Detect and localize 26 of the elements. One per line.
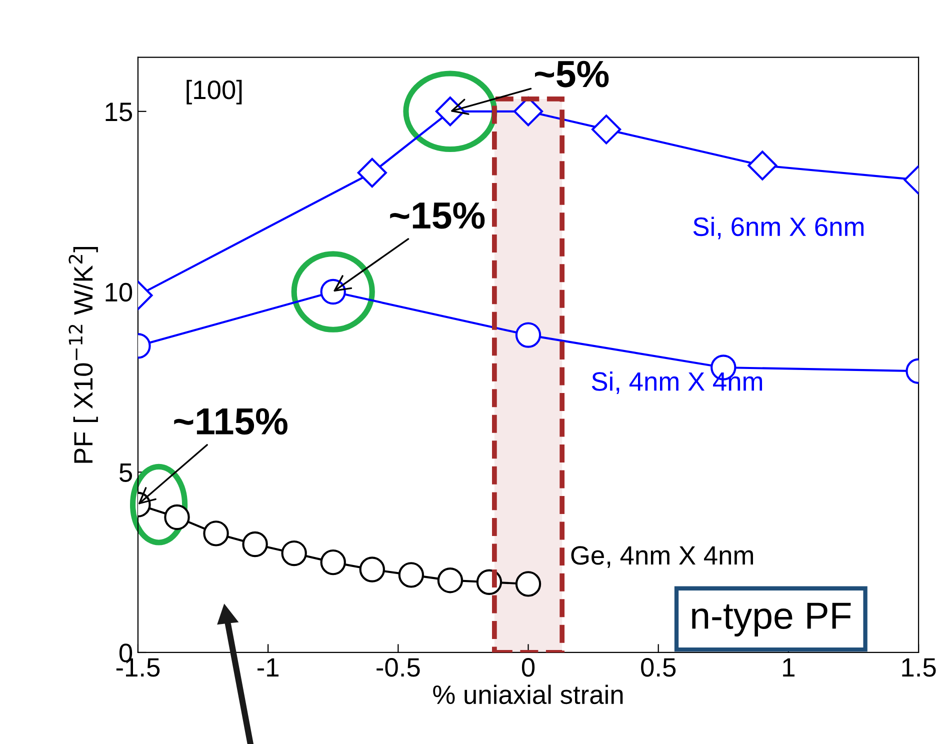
x-axis-title: % uniaxial strain <box>433 684 623 704</box>
annotation: n-type PF <box>692 602 851 636</box>
series-label: Si, 4nm X 4nm <box>592 371 762 394</box>
x-tick-label: -1 <box>258 658 279 676</box>
point <box>748 150 778 180</box>
x-tick-label: -0.5 <box>376 658 420 677</box>
y-tick-label: 15 <box>106 102 132 122</box>
y-axis-title: PF [ X10$^{−12}$ W/K$^{2}$] <box>68 246 98 463</box>
series-label: Si, 6nm X 6nm <box>693 216 864 240</box>
y-tick-label: 10 <box>106 282 132 302</box>
x-tick-label: 0 <box>522 658 535 677</box>
annotation: ~115% <box>174 408 288 435</box>
point <box>164 504 190 530</box>
point <box>357 158 387 188</box>
point <box>515 322 542 348</box>
series-label: Ge, 4nm X 4nm <box>571 546 753 568</box>
x-tick-label: 0.5 <box>641 658 676 677</box>
y-tick-label: 5 <box>119 464 132 482</box>
point <box>513 96 544 126</box>
x-tick-label: 1 <box>783 658 794 676</box>
point <box>592 114 622 144</box>
annotation: ~15% <box>390 202 485 229</box>
annotation: ~5% <box>535 60 609 88</box>
point <box>515 571 542 597</box>
x-tick-label: 1.5 <box>902 658 936 677</box>
annotation: [100] <box>186 80 242 104</box>
